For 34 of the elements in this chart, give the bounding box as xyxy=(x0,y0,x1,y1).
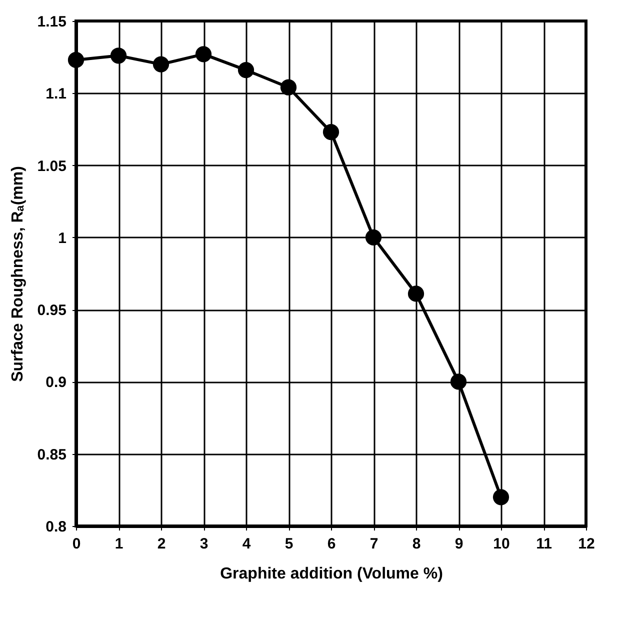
y-tick-label: 0.85 xyxy=(37,446,66,464)
x-tick-label: 10 xyxy=(493,536,510,552)
x-tick-label: 9 xyxy=(454,536,464,552)
x-tick-label: 6 xyxy=(327,536,336,552)
point xyxy=(492,489,510,506)
y-tick-label: 1.05 xyxy=(37,158,66,175)
x-axis-title: Graphite addition (Volume %) xyxy=(220,566,443,582)
x-tick-label: 4 xyxy=(242,536,252,552)
y-tick-label: 0.8 xyxy=(46,518,66,536)
y-tick-label: 0.9 xyxy=(46,374,66,392)
y-tick-label: 1.1 xyxy=(46,86,66,103)
x-tick-label: 2 xyxy=(157,536,166,552)
y-axis-title: Surface Roughness, Rₐ(mm) xyxy=(9,166,26,382)
y-tick-label: 1 xyxy=(58,230,66,247)
x-tick-label: 0 xyxy=(72,536,81,552)
x-tick-label: 1 xyxy=(114,536,124,552)
y-tick-label: 0.95 xyxy=(37,302,66,320)
point xyxy=(280,79,297,96)
point xyxy=(365,229,382,246)
point xyxy=(238,62,254,78)
point xyxy=(408,286,424,302)
point xyxy=(152,56,170,72)
point xyxy=(110,48,127,64)
y-tick-label: 1.15 xyxy=(37,14,66,30)
x-tick-label: 12 xyxy=(578,536,595,552)
point xyxy=(68,52,84,68)
x-tick-label: 8 xyxy=(412,536,421,552)
point xyxy=(450,374,467,390)
point xyxy=(195,46,212,62)
x-tick-label: 5 xyxy=(284,536,294,552)
x-tick-label: 3 xyxy=(200,536,208,552)
point xyxy=(322,124,340,140)
x-tick-label: 7 xyxy=(370,536,378,552)
x-tick-label: 11 xyxy=(536,536,552,552)
